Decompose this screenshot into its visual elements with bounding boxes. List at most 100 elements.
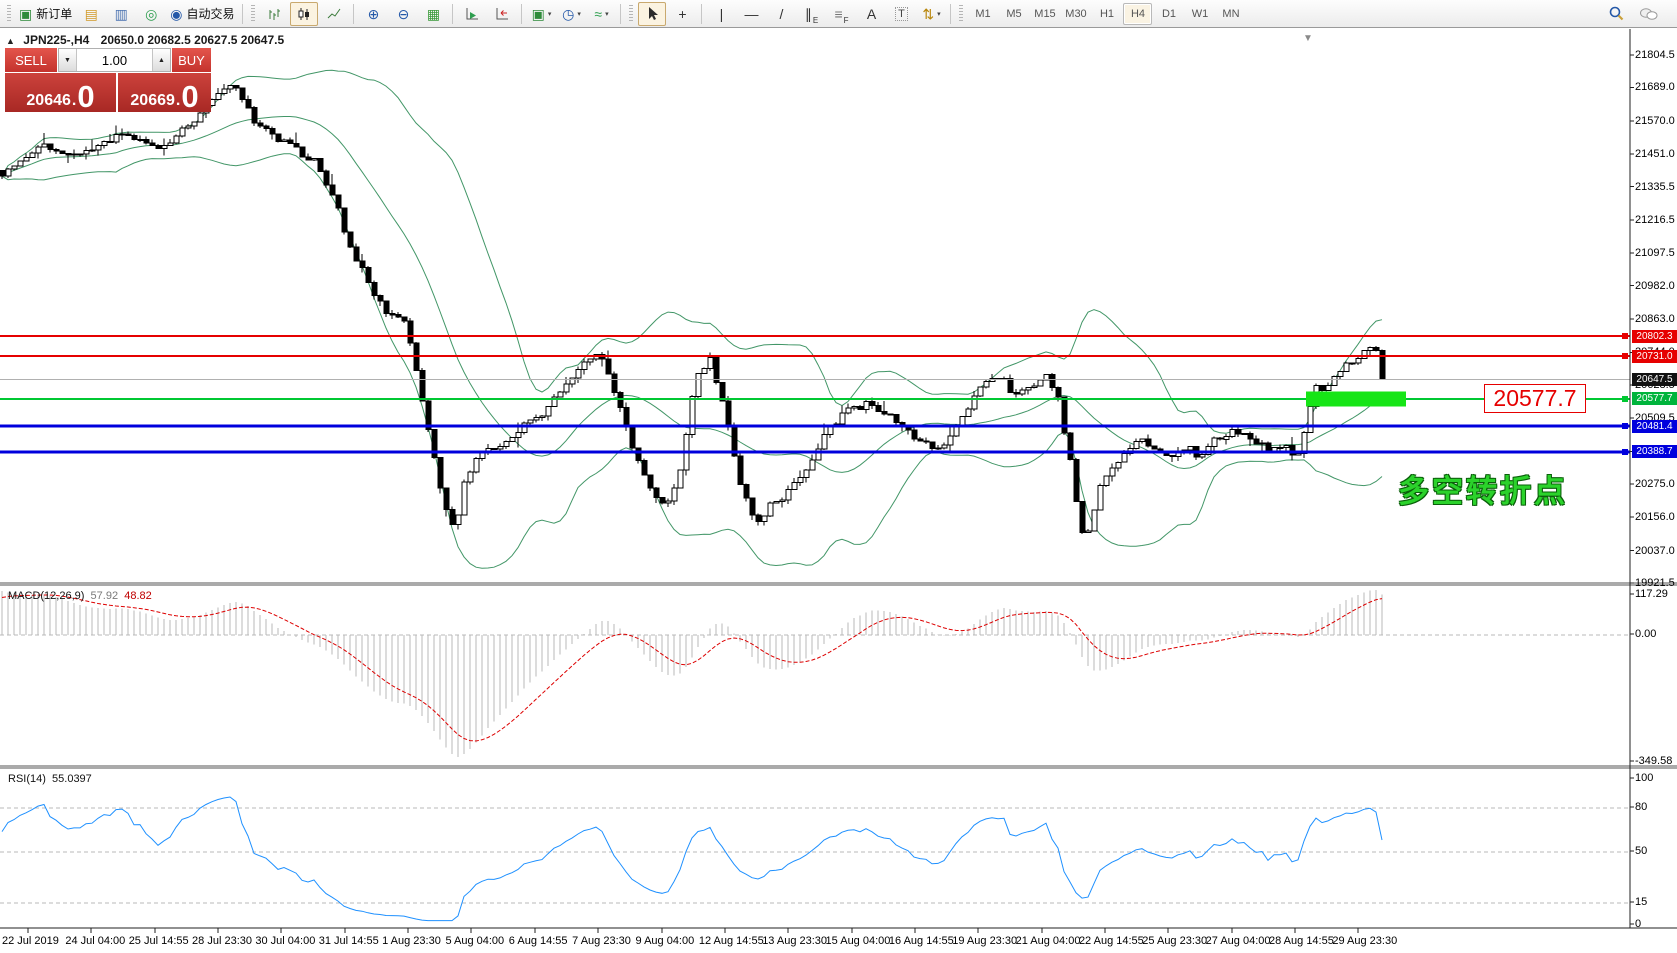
dropdown-caret-icon[interactable]: ▾ [605, 10, 609, 18]
chart-window: ▲ JPN225-,H4 20650.0 20682.5 20627.5 206… [0, 29, 1677, 953]
chat-icon[interactable] [1639, 6, 1659, 22]
rsi-line [1, 796, 1383, 922]
toolbar-separator [950, 3, 952, 24]
zoom-out-button[interactable]: ⊖ [389, 2, 417, 26]
autotrading-button[interactable]: ◉ 自动交易 [167, 2, 237, 26]
timeframe-m5-button[interactable]: M5 [1006, 7, 1022, 20]
period-button[interactable]: ◷ ▾ [557, 2, 585, 26]
buy-price-dot: . [175, 92, 181, 109]
new-order-button[interactable]: ▣ 新订单 [16, 2, 75, 26]
cursor-button[interactable] [638, 1, 667, 26]
price-tag-20577.7: 20577.7 [1632, 392, 1677, 406]
bar-chart-button[interactable] [260, 2, 288, 26]
buy-price-button[interactable]: 20669. 0 [118, 73, 211, 112]
sell-price-pips: 0 [77, 78, 95, 114]
arrows-button[interactable]: ⇅ ▾ [917, 2, 945, 26]
chart-canvas[interactable] [0, 29, 1677, 953]
tile-windows-button[interactable]: ▦ [419, 2, 447, 26]
timeframe-h1-button[interactable]: H1 [1099, 7, 1115, 20]
fibonacci-icon: ≡ [834, 5, 843, 22]
market-watch-icon: ▥ [114, 5, 128, 22]
indicator-axis-label: 117.29 [1635, 588, 1668, 600]
sell-price-button[interactable]: 20646. 0 [5, 73, 116, 112]
fibonacci-button[interactable]: ≡ F [827, 2, 855, 26]
price-tick-label: 21451.0 [1635, 148, 1675, 161]
profiles-button[interactable]: ▤ [77, 2, 105, 26]
toolbar-separator [242, 3, 244, 24]
auto-scroll-icon [464, 6, 480, 22]
time-label: 16 Aug 14:55 [888, 935, 954, 947]
dropdown-caret-icon[interactable]: ▾ [547, 10, 552, 18]
time-label: 24 Jul 04:00 [65, 935, 126, 947]
equidistant-channel-button[interactable]: ∥ E [797, 2, 825, 26]
new-template-icon: ▣ [531, 5, 545, 22]
tile-windows-icon: ▦ [426, 5, 441, 22]
candlestick-chart-button[interactable] [290, 1, 319, 26]
time-label: 1 Aug 23:30 [382, 935, 441, 947]
text-label-button[interactable]: T [887, 2, 915, 26]
timeframe-h4-button[interactable]: H4 [1123, 2, 1153, 25]
cursor-icon [644, 6, 660, 22]
rsi-label: RSI(14) 55.0397 [8, 773, 92, 785]
macd-value-signal: 48.82 [124, 590, 152, 602]
chart-shift-button[interactable] [488, 2, 516, 26]
price-tick-label: 20037.0 [1635, 544, 1675, 557]
crosshair-button[interactable]: + [668, 2, 696, 26]
time-label: 27 Aug 04:00 [1205, 935, 1271, 947]
bollinger-lower-band [1, 153, 1383, 569]
horizontal-line-button[interactable]: — [737, 2, 765, 26]
volume-input[interactable]: 1.00 [101, 52, 128, 68]
search-icon[interactable] [1608, 5, 1625, 22]
timeframe-mn-button[interactable]: MN [1222, 7, 1240, 20]
indicator-axis-label: 15 [1635, 896, 1648, 908]
vertical-line-button[interactable]: | [707, 2, 735, 26]
time-label: 19 Aug 23:30 [952, 935, 1018, 947]
icon-subscript: E [812, 15, 819, 25]
buy-button[interactable]: BUY [172, 48, 211, 72]
indicator-axis-label: 80 [1635, 801, 1648, 813]
new-template-button[interactable]: ▣ ▾ [527, 2, 555, 26]
timeframe-d1-button[interactable]: D1 [1161, 7, 1177, 20]
trendline-icon: / [779, 5, 784, 22]
time-label: 22 Aug 14:55 [1078, 935, 1144, 947]
price-tick-label: 21804.5 [1635, 49, 1675, 61]
collapse-triangle-icon[interactable]: ▲ [6, 36, 15, 46]
toolbar-grip[interactable] [629, 4, 634, 23]
price-tick-label: 19921.5 [1635, 576, 1675, 589]
timeframe-w1-button[interactable]: W1 [1191, 7, 1209, 20]
price-tick-label: 21216.5 [1635, 213, 1675, 226]
timeframe-m30-button[interactable]: M30 [1065, 7, 1087, 20]
price-tick-label: 20275.0 [1635, 477, 1675, 490]
time-label: 6 Aug 14:55 [508, 935, 568, 947]
timeframe-m1-button[interactable]: M1 [975, 7, 991, 20]
toolbar-grip[interactable] [959, 4, 964, 23]
indicators-icon: ≈ [594, 5, 603, 22]
time-label: 12 Aug 14:55 [698, 935, 764, 947]
price-tag-20802.3: 20802.3 [1632, 329, 1677, 343]
price-tick-label: 21689.0 [1635, 81, 1675, 94]
dropdown-caret-icon[interactable]: ▾ [937, 10, 941, 18]
line-chart-button[interactable] [320, 2, 348, 26]
time-label: 22 Jul 2019 [2, 935, 59, 947]
text-icon: A [866, 5, 877, 22]
signals-icon: ◎ [145, 5, 158, 22]
market-watch-button[interactable]: ▥ [107, 2, 135, 26]
text-button[interactable]: A [857, 2, 885, 26]
toolbar-grip[interactable] [251, 4, 256, 23]
dropdown-caret-icon[interactable]: ▾ [577, 10, 581, 18]
signals-button[interactable]: ◎ [137, 2, 165, 26]
timeframe-group: M1 M5 M15 M30 H1 H4 D1 W1 MN [967, 2, 1246, 25]
indicators-button[interactable]: ≈ ▾ [587, 2, 615, 26]
profiles-icon: ▤ [84, 5, 98, 22]
volume-up-button[interactable]: ▲ [152, 49, 170, 71]
volume-down-button[interactable]: ▼ [59, 49, 77, 71]
auto-scroll-button[interactable] [458, 2, 486, 26]
zoom-in-button[interactable]: ⊕ [359, 2, 387, 26]
toolbar-grip[interactable] [7, 4, 11, 23]
green-zone-rect [1306, 391, 1406, 407]
sell-button[interactable]: SELL [5, 48, 57, 72]
timeframe-m15-button[interactable]: M15 [1034, 7, 1056, 20]
chart-expand-arrow-icon[interactable]: ▼ [1303, 33, 1313, 44]
trendline-button[interactable]: / [767, 2, 795, 26]
pivot-note-text: 多空转折点 [1398, 474, 1568, 509]
